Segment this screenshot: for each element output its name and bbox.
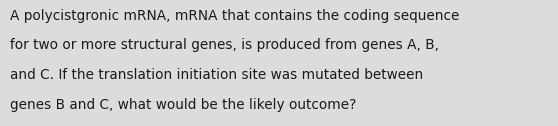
Text: genes B and C, what would be the likely outcome?: genes B and C, what would be the likely …: [10, 98, 357, 112]
Text: and C. If the translation initiation site was mutated between: and C. If the translation initiation sit…: [10, 68, 424, 82]
Text: for two or more structural genes, is produced from genes A, B,: for two or more structural genes, is pro…: [10, 38, 439, 52]
Text: A polycistgronic mRNA, mRNA that contains the coding sequence: A polycistgronic mRNA, mRNA that contain…: [10, 9, 459, 23]
